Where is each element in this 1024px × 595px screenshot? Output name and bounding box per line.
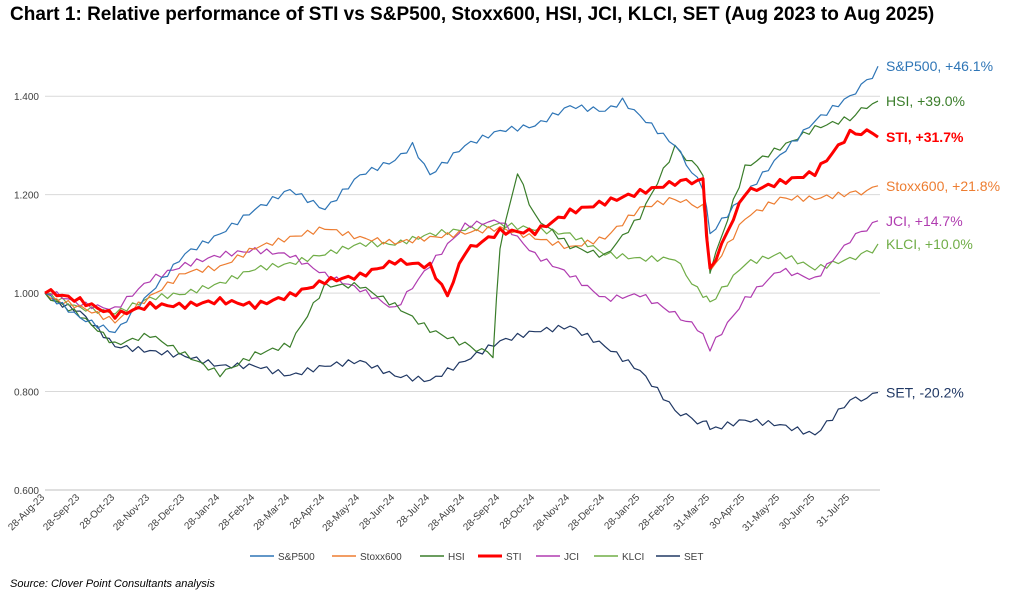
x-tick-label: 28-Feb-24 xyxy=(217,492,258,533)
legend-label: KLCI xyxy=(622,552,644,563)
legend-label: S&P500 xyxy=(278,552,315,563)
end-label: JCI, +14.7% xyxy=(886,213,963,229)
series-line-set xyxy=(44,292,879,436)
legend-label: HSI xyxy=(448,552,465,563)
source-note: Source: Clover Point Consultants analysi… xyxy=(10,578,215,590)
x-tick-label: 28-Jun-24 xyxy=(358,492,398,532)
legend-label: STI xyxy=(506,552,522,563)
chart-title: Chart 1: Relative performance of STI vs … xyxy=(10,4,935,25)
legend-label: Stoxx600 xyxy=(360,552,402,563)
legend-label: SET xyxy=(684,552,703,563)
legend: S&P500 Stoxx600 HSI STI JCI KLCI SET xyxy=(250,552,703,563)
x-tick-label: 28-Nov-24 xyxy=(531,492,572,533)
x-tick-label: 31-Mar-25 xyxy=(672,492,713,533)
end-label: S&P500, +46.1% xyxy=(886,58,993,74)
series-line-jci xyxy=(44,219,879,352)
end-label: SET, -20.2% xyxy=(886,385,964,401)
y-tick-label: 1.400 xyxy=(14,92,39,103)
x-tick-label: 28-Sep-23 xyxy=(41,492,82,533)
end-label: Stoxx600, +21.8% xyxy=(886,178,1000,194)
x-tick-label: 28-Aug-24 xyxy=(426,492,467,533)
x-tick-label: 28-Sep-24 xyxy=(461,492,502,533)
x-tick-label: 31-May-25 xyxy=(741,492,783,534)
x-tick-label: 28-Dec-24 xyxy=(566,492,607,533)
end-label: KLCI, +10.0% xyxy=(886,236,973,252)
series-line-hsi xyxy=(44,100,879,378)
series-lines xyxy=(44,65,879,436)
x-tick-label: 28-May-24 xyxy=(321,492,363,534)
series-line-stoxx600 xyxy=(44,185,879,324)
end-labels: S&P500, +46.1% Stoxx600, +21.8% HSI, +39.0… xyxy=(886,58,1000,400)
x-tick-label: 28-Dec-23 xyxy=(146,492,187,533)
y-tick-label: 1.000 xyxy=(14,289,39,300)
legend-label: JCI xyxy=(564,552,579,563)
grid-lines xyxy=(45,95,880,491)
x-tick-label: 30-Jun-25 xyxy=(778,492,818,532)
axis-labels: 0.6000.8001.0001.2001.40028-Aug-2328-Sep… xyxy=(6,92,852,534)
x-tick-label: 28-Mar-24 xyxy=(252,492,293,533)
y-tick-label: 0.600 xyxy=(14,486,39,497)
x-tick-label: 31-Jul-25 xyxy=(815,492,853,530)
series-line-klci xyxy=(44,222,879,315)
x-tick-label: 28-Feb-25 xyxy=(637,492,678,533)
x-tick-label: 28-Nov-23 xyxy=(111,492,152,533)
y-tick-label: 0.800 xyxy=(14,388,39,399)
x-tick-label: 28-Aug-23 xyxy=(6,492,47,533)
series-line-sti xyxy=(44,128,879,320)
y-tick-label: 1.200 xyxy=(14,191,39,202)
end-label: STI, +31.7% xyxy=(886,129,964,145)
end-label: HSI, +39.0% xyxy=(886,93,965,109)
